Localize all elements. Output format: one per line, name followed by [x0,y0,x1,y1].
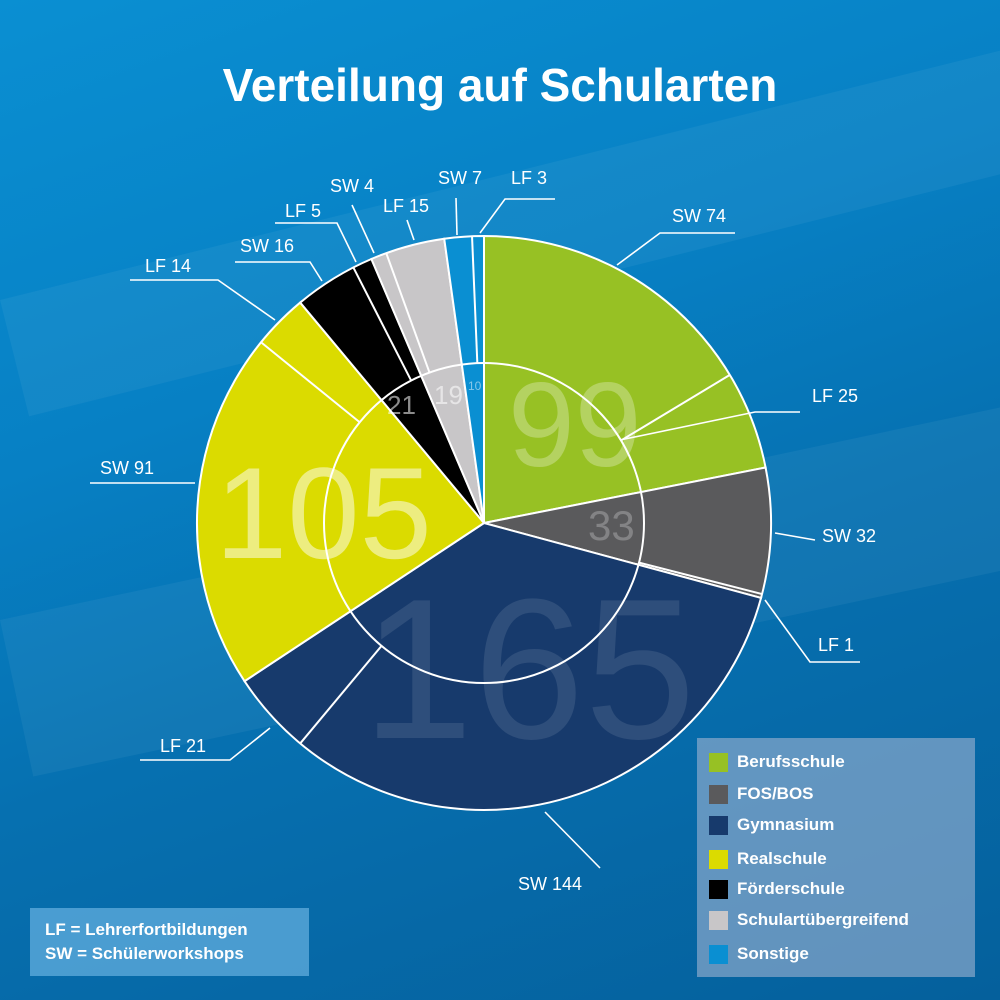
legend-label: Förderschule [737,879,845,898]
slice-label: LF 1 [818,635,855,655]
legend: Berufsschule FOS/BOS Gymnasium Realschul… [697,738,975,977]
leader-line [619,411,800,441]
chart-title: Verteilung auf Schularten [222,59,778,111]
subslice-divider [638,561,763,596]
slice-label: SW 91 [100,458,155,478]
slice-berufsschule [483,234,767,525]
leader-line [406,219,415,241]
total-label-sonstige: 10 [468,379,482,393]
legend-swatch [709,784,728,804]
slice-label: LF 25 [812,386,859,406]
legend-label: Sonstige [737,944,809,963]
legend-item: Sonstige [709,944,809,964]
total-label-foerderschule: 21 [387,390,416,420]
legend-swatch [709,910,728,930]
leader-line [764,599,860,663]
subslice-divider [299,645,383,745]
leader-line [275,222,357,263]
slice-label: SW 7 [438,168,483,188]
subslice-divider [352,267,413,381]
legend-item: FOS/BOS [709,784,814,804]
legend-label: Berufsschule [737,752,845,771]
legend-label: Gymnasium [737,815,835,834]
subslice-divider [471,236,479,364]
leader-line [616,232,735,266]
subslice-divider [385,252,431,373]
leader-line [235,261,323,282]
legend-label: Realschule [737,849,827,868]
leader-line [455,197,458,236]
legend-label: FOS/BOS [737,784,814,803]
abbreviation-note: LF = Lehrerfortbildungen SW = Schülerwor… [30,908,309,976]
slice-label: LF 3 [511,168,548,188]
legend-item: Schulartübergreifend [709,910,909,930]
slice-label: SW 74 [672,206,727,226]
total-label-schulartuebergreifend: 19 [434,380,463,410]
slice-label: LF 15 [383,196,430,216]
slice-realschule [195,301,486,683]
leader-line [351,204,375,254]
slice-label: SW 32 [822,526,877,546]
total-label-realschule: 105 [215,440,432,586]
leader-line [544,811,601,869]
subslice-divider [260,341,361,424]
inner-ring [323,362,645,684]
legend-label: Schulartübergreifend [737,910,909,929]
slice-label: LF 14 [145,256,192,276]
legend-item: Gymnasium [709,815,834,835]
total-label-berufsschule: 99 [508,358,642,492]
legend-swatch [709,849,728,869]
total-label-fosbos: 33 [588,502,635,549]
slice-label: SW 16 [240,236,295,256]
leader-line [130,279,276,321]
legend-swatch [709,879,728,899]
legend-swatch [709,815,728,835]
slice-label: SW 144 [518,874,583,894]
note-line: SW = Schülerworkshops [45,944,244,963]
slice-label: SW 4 [330,176,375,196]
legend-swatch [709,752,728,772]
slice-gymnasium [243,521,763,811]
note-line: LF = Lehrerfortbildungen [45,920,248,939]
legend-item: Realschule [709,849,827,869]
slice-label: LF 21 [160,736,207,756]
leader-line [140,727,271,761]
slice-label: LF 5 [285,201,322,221]
legend-swatch [709,944,728,964]
leader-line [774,532,816,541]
subslice-divider [620,374,731,442]
leader-line [479,198,555,234]
total-label-gymnasium: 165 [362,558,696,781]
legend-item: Förderschule [709,879,845,899]
legend-item: Berufsschule [709,752,845,772]
